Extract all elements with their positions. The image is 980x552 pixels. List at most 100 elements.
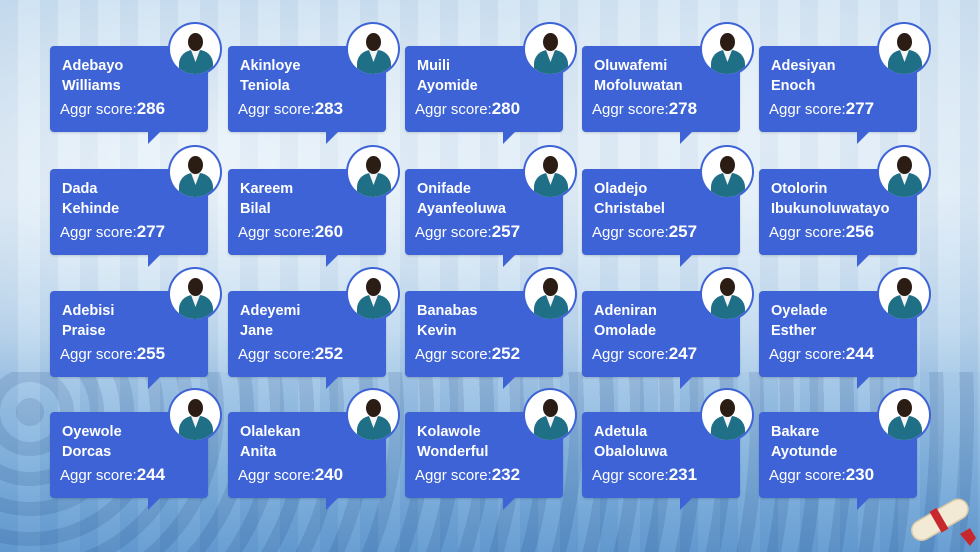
shirt-collar (723, 295, 732, 307)
student-photo (525, 24, 575, 74)
speech-bubble-tail (503, 130, 517, 144)
score-label: Aggr score: (238, 346, 315, 363)
student-photo (348, 147, 398, 197)
student-name: Bakare Ayotunde (771, 422, 901, 462)
aggregate-score: Aggr score:252 (238, 344, 343, 364)
speech-bubble-tail (503, 375, 517, 389)
speech-bubble-tail (503, 253, 517, 267)
speech-bubble-tail (326, 496, 340, 510)
student-name: Adesiyan Enoch (771, 56, 901, 96)
student-card: Kareem Bilal Aggr score:260 (228, 147, 398, 267)
shirt-collar (723, 173, 732, 185)
speech-bubble-tail (148, 130, 162, 144)
student-last-name: Jane (240, 323, 274, 339)
student-first-name: Adeniran (594, 303, 657, 319)
student-photo (348, 269, 398, 319)
student-name: Oluwafemi Mofoluwatan (594, 56, 724, 96)
head-shape (720, 278, 735, 296)
student-name: Otolorin Ibukunoluwatayo (771, 179, 901, 219)
speech-bubble-tail (503, 496, 517, 510)
score-label: Aggr score: (415, 224, 492, 241)
score-label: Aggr score: (60, 101, 137, 118)
student-card: Kolawole Wonderful Aggr score:232 (405, 390, 575, 510)
head-shape (366, 278, 381, 296)
student-first-name: Otolorin (771, 181, 828, 197)
aggregate-score: Aggr score:257 (592, 222, 697, 242)
score-value: 252 (491, 344, 521, 363)
student-name: Kareem Bilal (240, 179, 370, 219)
score-value: 277 (136, 222, 166, 241)
student-name: Muili Ayomide (417, 56, 547, 96)
student-name: Banabas Kevin (417, 301, 547, 341)
student-last-name: Ayanfeoluwa (417, 201, 506, 217)
head-shape (188, 156, 203, 174)
speech-bubble-tail (857, 130, 871, 144)
student-photo (170, 147, 220, 197)
shirt-collar (546, 173, 555, 185)
head-shape (720, 156, 735, 174)
student-name: Oyelade Esther (771, 301, 901, 341)
student-last-name: Anita (240, 444, 277, 460)
shirt-collar (723, 416, 732, 428)
score-value: 286 (136, 99, 166, 118)
aggregate-score: Aggr score:252 (415, 344, 520, 364)
shirt-collar (369, 50, 378, 62)
shirt-collar (546, 295, 555, 307)
score-value: 244 (845, 344, 875, 363)
speech-bubble-tail (680, 496, 694, 510)
student-card: Bakare Ayotunde Aggr score:230 (759, 390, 929, 510)
score-label: Aggr score: (238, 224, 315, 241)
student-name: Onifade Ayanfeoluwa (417, 179, 547, 219)
speech-bubble-tail (326, 130, 340, 144)
score-value: 277 (845, 99, 875, 118)
student-photo (525, 269, 575, 319)
aggregate-score: Aggr score:232 (415, 465, 520, 485)
student-card: Otolorin Ibukunoluwatayo Aggr score:256 (759, 147, 929, 267)
score-value: 240 (314, 465, 344, 484)
score-label: Aggr score: (769, 101, 846, 118)
student-last-name: Esther (771, 323, 817, 339)
aggregate-score: Aggr score:257 (415, 222, 520, 242)
score-label: Aggr score: (60, 467, 137, 484)
student-photo (170, 24, 220, 74)
student-photo (702, 24, 752, 74)
student-photo (702, 269, 752, 319)
student-name: Adeniran Omolade (594, 301, 724, 341)
score-label: Aggr score: (60, 346, 137, 363)
student-first-name: Adebayo (62, 58, 124, 74)
aggregate-score: Aggr score:256 (769, 222, 874, 242)
aggregate-score: Aggr score:283 (238, 99, 343, 119)
score-value: 283 (314, 99, 344, 118)
student-card: Adeyemi Jane Aggr score:252 (228, 269, 398, 389)
head-shape (897, 33, 912, 51)
student-first-name: Adesiyan (771, 58, 836, 74)
score-value: 247 (668, 344, 698, 363)
student-card: Dada Kehinde Aggr score:277 (50, 147, 220, 267)
head-shape (897, 156, 912, 174)
student-first-name: Bakare (771, 424, 820, 440)
score-label: Aggr score: (769, 346, 846, 363)
student-card: Oyelade Esther Aggr score:244 (759, 269, 929, 389)
speech-bubble-tail (148, 375, 162, 389)
student-photo (348, 390, 398, 440)
score-label: Aggr score: (592, 467, 669, 484)
student-last-name: Dorcas (62, 444, 112, 460)
head-shape (897, 399, 912, 417)
speech-bubble-tail (148, 496, 162, 510)
student-photo (879, 147, 929, 197)
shirt-collar (900, 295, 909, 307)
student-last-name: Williams (62, 78, 121, 94)
student-photo (525, 390, 575, 440)
aggregate-score: Aggr score:244 (60, 465, 165, 485)
shirt-collar (191, 173, 200, 185)
score-value: 255 (136, 344, 166, 363)
student-card: Onifade Ayanfeoluwa Aggr score:257 (405, 147, 575, 267)
head-shape (366, 156, 381, 174)
shirt-collar (369, 295, 378, 307)
aggregate-score: Aggr score:278 (592, 99, 697, 119)
student-card: Adesiyan Enoch Aggr score:277 (759, 24, 929, 144)
speech-bubble-tail (680, 130, 694, 144)
student-photo (702, 147, 752, 197)
student-photo (525, 147, 575, 197)
